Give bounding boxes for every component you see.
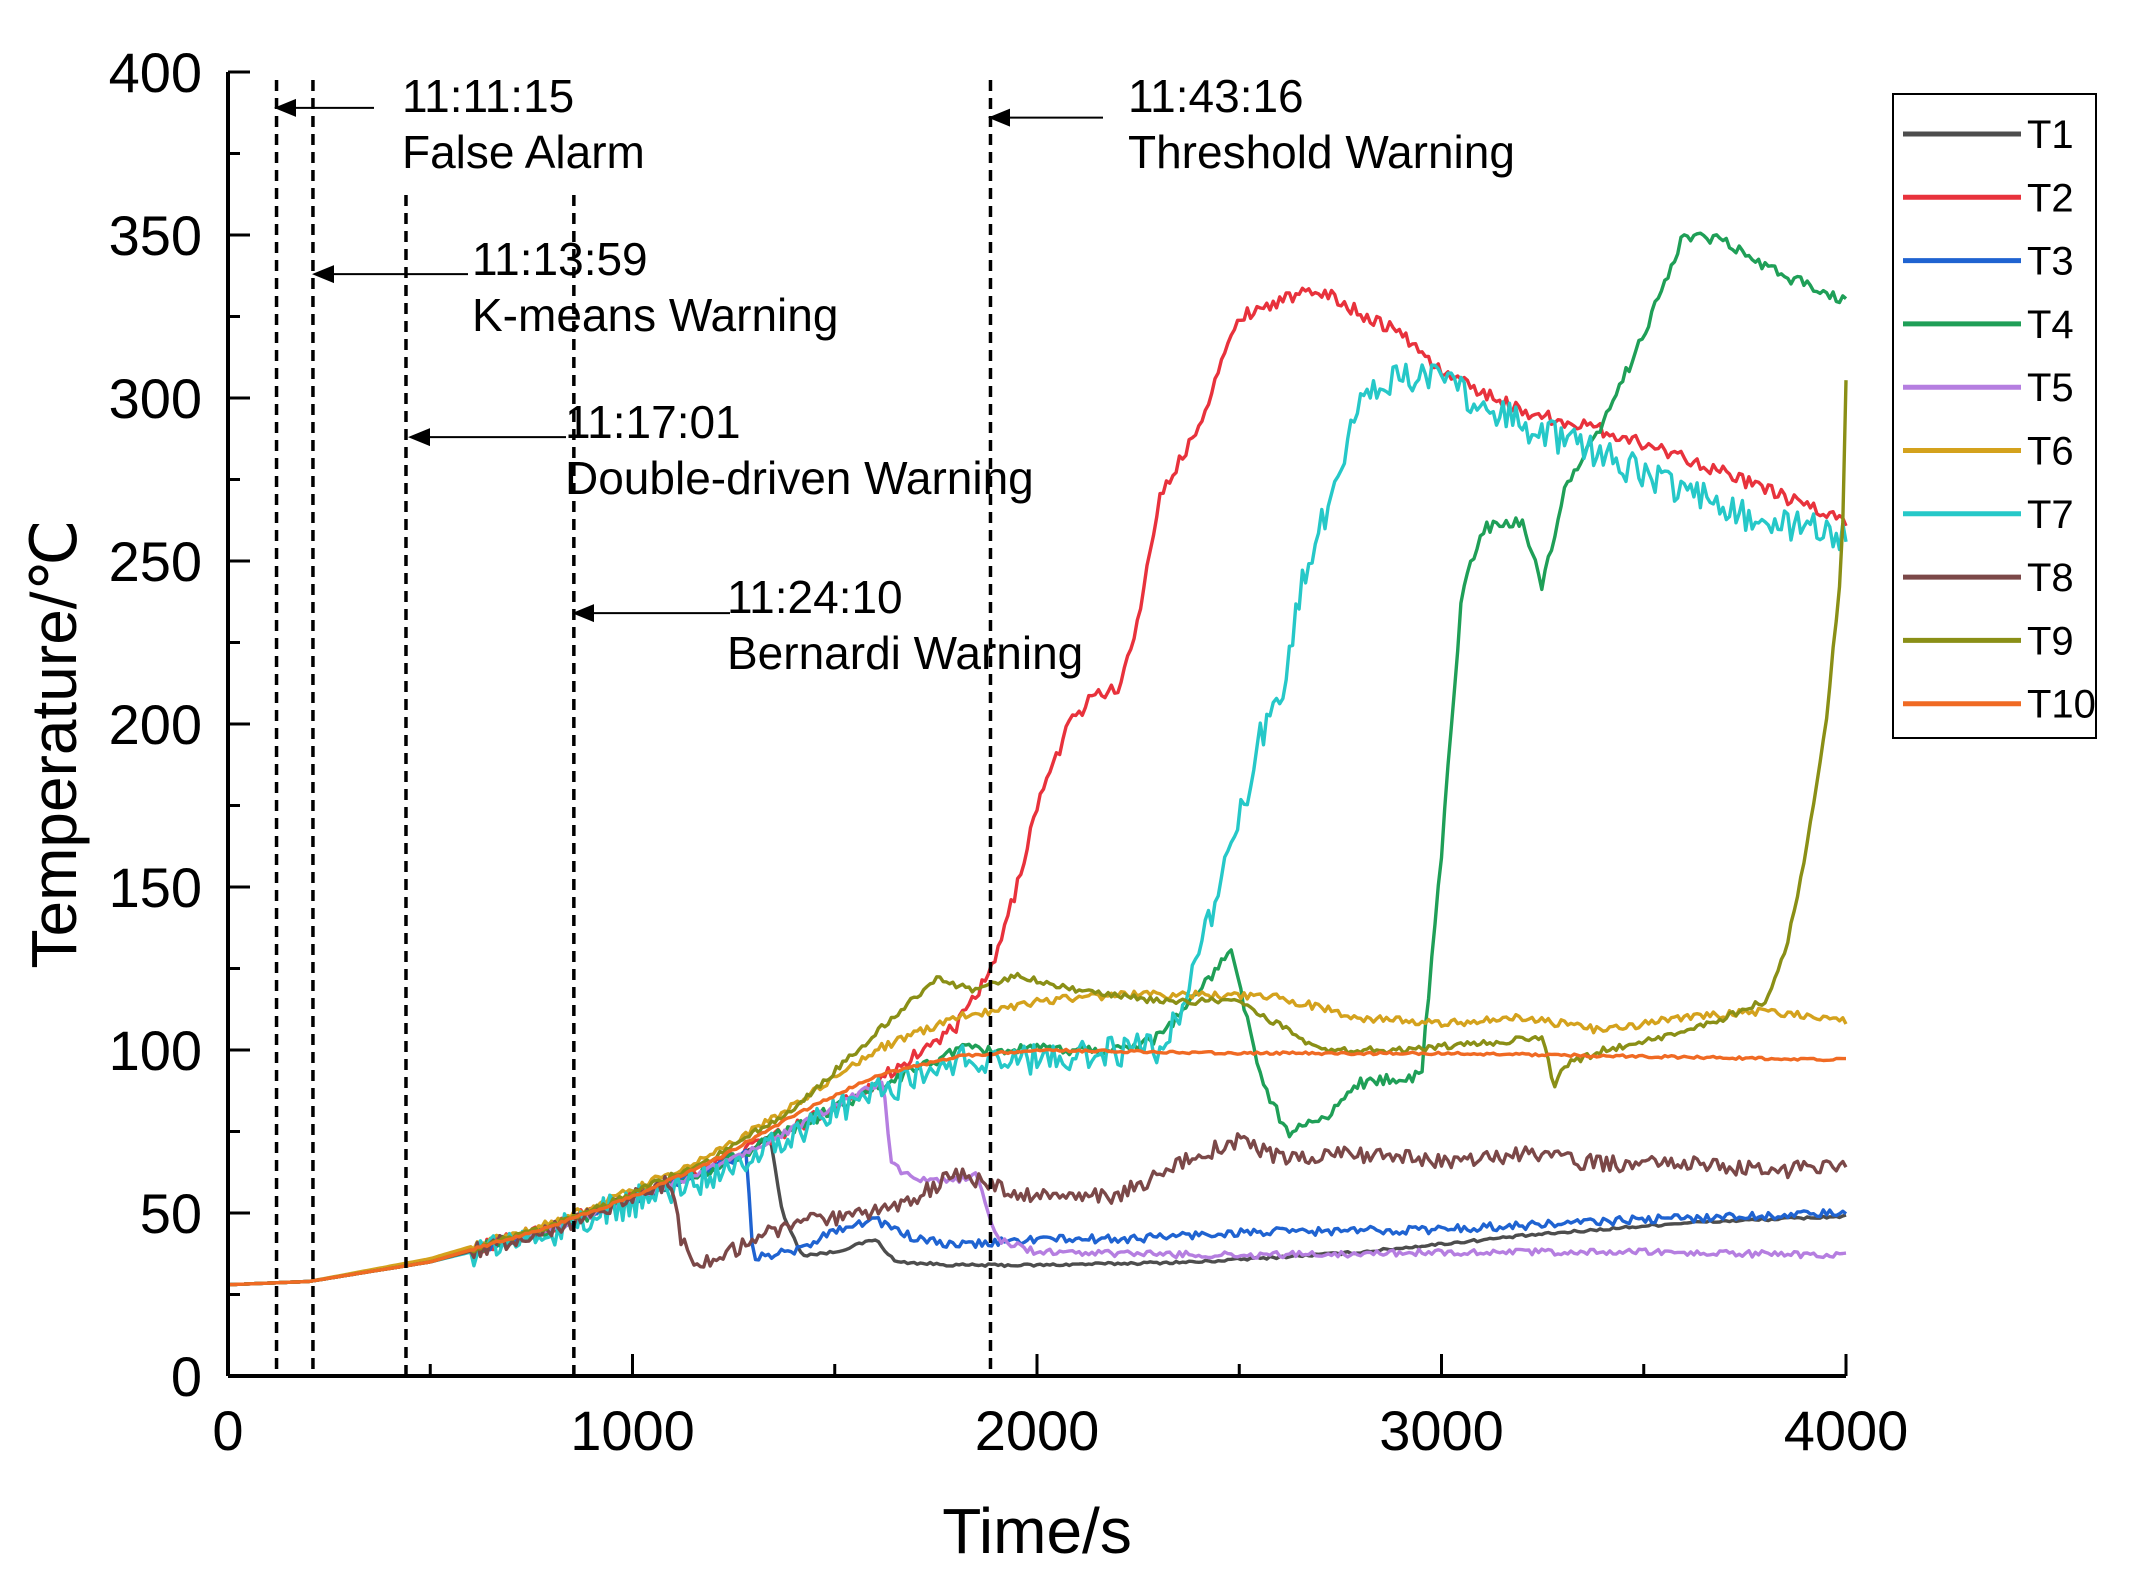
- warning-time-label: 11:17:01: [565, 396, 741, 448]
- legend-label: T4: [2027, 303, 2074, 347]
- x-ticks: 0 1000 2000 3000 4000: [212, 1354, 1908, 1462]
- series-line-t6: [227, 989, 1848, 1287]
- arrow-head-icon: [408, 428, 430, 447]
- series-layer: [227, 231, 1848, 1287]
- y-tick-label: 250: [109, 530, 202, 593]
- legend-label: T6: [2027, 430, 2074, 474]
- warning-time-label: 11:13:59: [472, 233, 648, 285]
- y-axis-title: Temperature/℃: [18, 520, 90, 969]
- y-tick-label: 100: [109, 1019, 202, 1082]
- legend-items: T1 T2 T3 T4 T5 T6 T7 T8 T9 T10: [1903, 113, 2096, 727]
- arrow-head-icon: [312, 265, 334, 284]
- y-tick-label: 350: [109, 204, 202, 267]
- y-tick-label: 200: [109, 693, 202, 756]
- arrow-head-icon: [988, 108, 1010, 127]
- x-axis-title: Time/s: [942, 1495, 1132, 1567]
- legend-label: T8: [2027, 556, 2074, 600]
- y-ticks: 0 50 100 150 200 250 300 350 400: [109, 41, 250, 1408]
- series-line-t7: [227, 362, 1848, 1287]
- y-tick-label: 300: [109, 367, 202, 430]
- legend-label: T2: [2027, 176, 2074, 220]
- axes: 0 1000 2000 3000 4000 0 50 100 150 200 250 300 350 4…: [18, 41, 1908, 1567]
- legend-label: T3: [2027, 240, 2074, 284]
- y-tick-label: 150: [109, 856, 202, 919]
- warning-type-label: Bernardi Warning: [727, 627, 1083, 679]
- warning-time-label: 11:11:15: [402, 70, 574, 122]
- x-tick-label: 4000: [1784, 1399, 1909, 1462]
- warning-type-label: Double-driven Warning: [565, 452, 1034, 504]
- x-tick-label: 3000: [1379, 1399, 1504, 1462]
- warning-time-label: 11:24:10: [727, 571, 903, 623]
- arrow-head-icon: [572, 604, 594, 623]
- series-line-t10: [227, 1047, 1846, 1287]
- warning-type-label: Threshold Warning: [1128, 126, 1515, 178]
- x-tick-label: 1000: [570, 1399, 695, 1462]
- legend: T1 T2 T3 T4 T5 T6 T7 T8 T9 T10: [1892, 93, 2097, 739]
- x-tick-label: 0: [212, 1399, 243, 1462]
- legend-label: T7: [2027, 493, 2074, 537]
- arrow-head-icon: [274, 98, 296, 117]
- warning-type-label: K-means Warning: [472, 289, 838, 341]
- warning-type-label: False Alarm: [402, 126, 645, 178]
- legend-label: T1: [2027, 113, 2074, 157]
- y-tick-label: 0: [171, 1345, 202, 1408]
- legend-box: [1892, 93, 2097, 739]
- warning-time-label: 11:43:16: [1128, 70, 1304, 122]
- legend-label: T5: [2027, 366, 2074, 410]
- y-tick-label: 50: [140, 1182, 202, 1245]
- legend-label: T10: [2027, 683, 2096, 727]
- y-tick-label: 400: [109, 41, 202, 104]
- x-tick-label: 2000: [975, 1399, 1100, 1462]
- legend-label: T9: [2027, 619, 2074, 663]
